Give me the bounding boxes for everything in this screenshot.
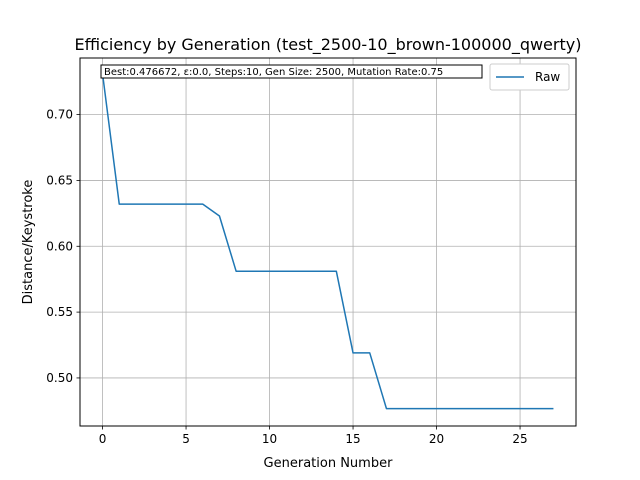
annotation-frame bbox=[100, 64, 483, 79]
y-tick-label: 0.65 bbox=[46, 173, 73, 187]
x-tick-label: 10 bbox=[262, 432, 277, 446]
series-line-raw bbox=[101, 73, 554, 410]
annotation-text: Best:0.476672, ε:0.0, Steps:10, Gen Size… bbox=[104, 67, 443, 78]
y-tick-label: 0.60 bbox=[46, 239, 73, 253]
grid-lines bbox=[80, 58, 576, 426]
ticks-layer: 0 5 10 15 20 25 0.50 0.55 0.60 0.65 0.70 bbox=[46, 108, 527, 446]
x-tick-label: 20 bbox=[429, 432, 444, 446]
legend: Raw bbox=[489, 63, 570, 91]
legend-label: Raw bbox=[535, 70, 560, 84]
series-layer bbox=[101, 73, 554, 410]
y-tick-label: 0.55 bbox=[46, 305, 73, 319]
x-tick-label: 5 bbox=[182, 432, 190, 446]
axes-frame bbox=[79, 57, 577, 427]
y-tick-label: 0.50 bbox=[46, 371, 73, 385]
x-tick-label: 15 bbox=[345, 432, 360, 446]
annotation-box: Best:0.476672, ε:0.0, Steps:10, Gen Size… bbox=[100, 64, 483, 79]
x-tick-label: 0 bbox=[99, 432, 107, 446]
x-axis-label: Generation Number bbox=[264, 456, 394, 471]
legend-frame bbox=[489, 63, 570, 91]
y-tick-label: 0.70 bbox=[46, 108, 73, 122]
x-tick-label: 25 bbox=[512, 432, 527, 446]
y-axis-label: Distance/Keystroke bbox=[21, 180, 36, 305]
chart-title: Efficiency by Generation (test_2500-10_b… bbox=[75, 35, 582, 55]
